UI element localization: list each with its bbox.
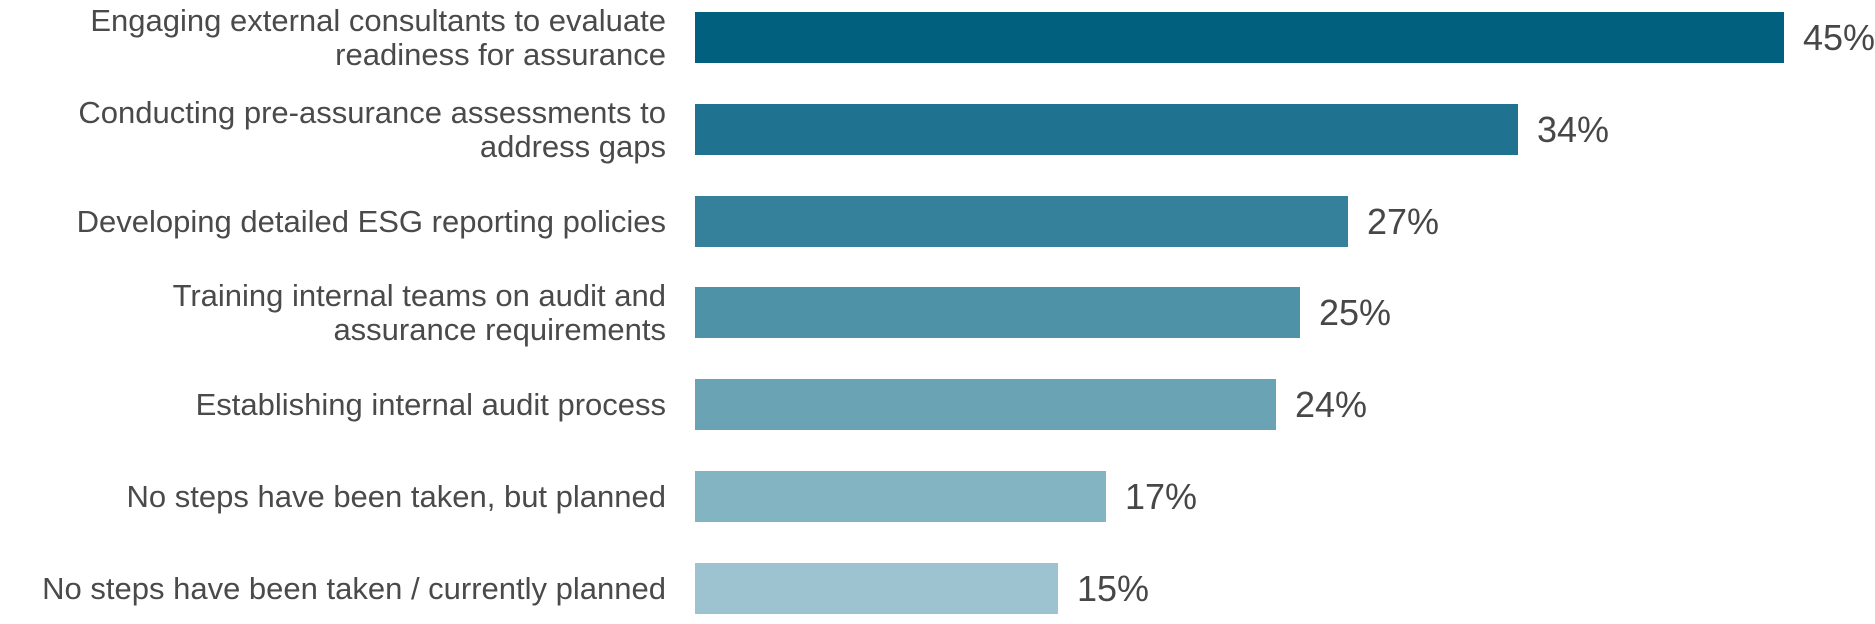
bar [695, 563, 1058, 614]
category-label-line: readiness for assurance [335, 36, 666, 72]
category-label-line: assurance requirements [333, 311, 666, 347]
category-label-line: address gaps [479, 128, 666, 164]
value-label: 17% [1125, 475, 1198, 517]
category-label: Training internal teams on audit and assu… [0, 277, 666, 347]
category-label: No steps have been taken, but planned [0, 478, 666, 514]
bar-row: Conducting pre-assurance assessments to a… [0, 95, 1875, 163]
bar [695, 471, 1106, 522]
bar [695, 287, 1300, 338]
category-label: Establishing internal audit process [0, 386, 666, 422]
bar [695, 104, 1518, 155]
category-label-line: Developing detailed ESG reporting polici… [76, 203, 666, 239]
category-label-line: No steps have been taken, but planned [126, 478, 666, 514]
bar [695, 196, 1348, 247]
category-label-line: Establishing internal audit process [195, 386, 666, 422]
category-label-line: No steps have been taken / currently pla… [42, 570, 666, 606]
value-label: 25% [1319, 291, 1392, 333]
bar-row: Training internal teams on audit and assu… [0, 278, 1875, 346]
bar-row: Establishing internal audit process 24% [0, 379, 1875, 430]
value-label: 45% [1803, 16, 1875, 58]
value-label: 15% [1077, 567, 1150, 609]
category-label: Conducting pre-assurance assessments to a… [0, 94, 666, 164]
category-label: Developing detailed ESG reporting polici… [0, 203, 666, 239]
category-label-line: Conducting pre-assurance assessments to [78, 94, 666, 130]
value-label: 27% [1367, 200, 1440, 242]
value-label: 34% [1537, 108, 1610, 150]
bar-row: No steps have been taken / currently pla… [0, 563, 1875, 614]
bar-row: Developing detailed ESG reporting polici… [0, 196, 1875, 247]
value-label: 24% [1295, 383, 1368, 425]
bar [695, 12, 1784, 63]
category-label-line: Training internal teams on audit and [172, 277, 666, 313]
bar-row: No steps have been taken, but planned 17% [0, 471, 1875, 522]
bar-row: Engaging external consultants to evaluat… [0, 3, 1875, 71]
category-label: Engaging external consultants to evaluat… [0, 2, 666, 72]
category-label: No steps have been taken / currently pla… [0, 570, 666, 606]
category-label-line: Engaging external consultants to evaluat… [90, 2, 666, 38]
bar [695, 379, 1276, 430]
